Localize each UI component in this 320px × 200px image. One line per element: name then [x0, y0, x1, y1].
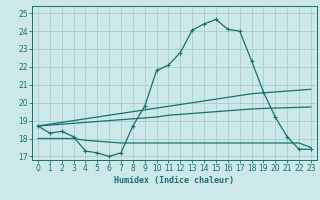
X-axis label: Humidex (Indice chaleur): Humidex (Indice chaleur): [115, 176, 234, 185]
